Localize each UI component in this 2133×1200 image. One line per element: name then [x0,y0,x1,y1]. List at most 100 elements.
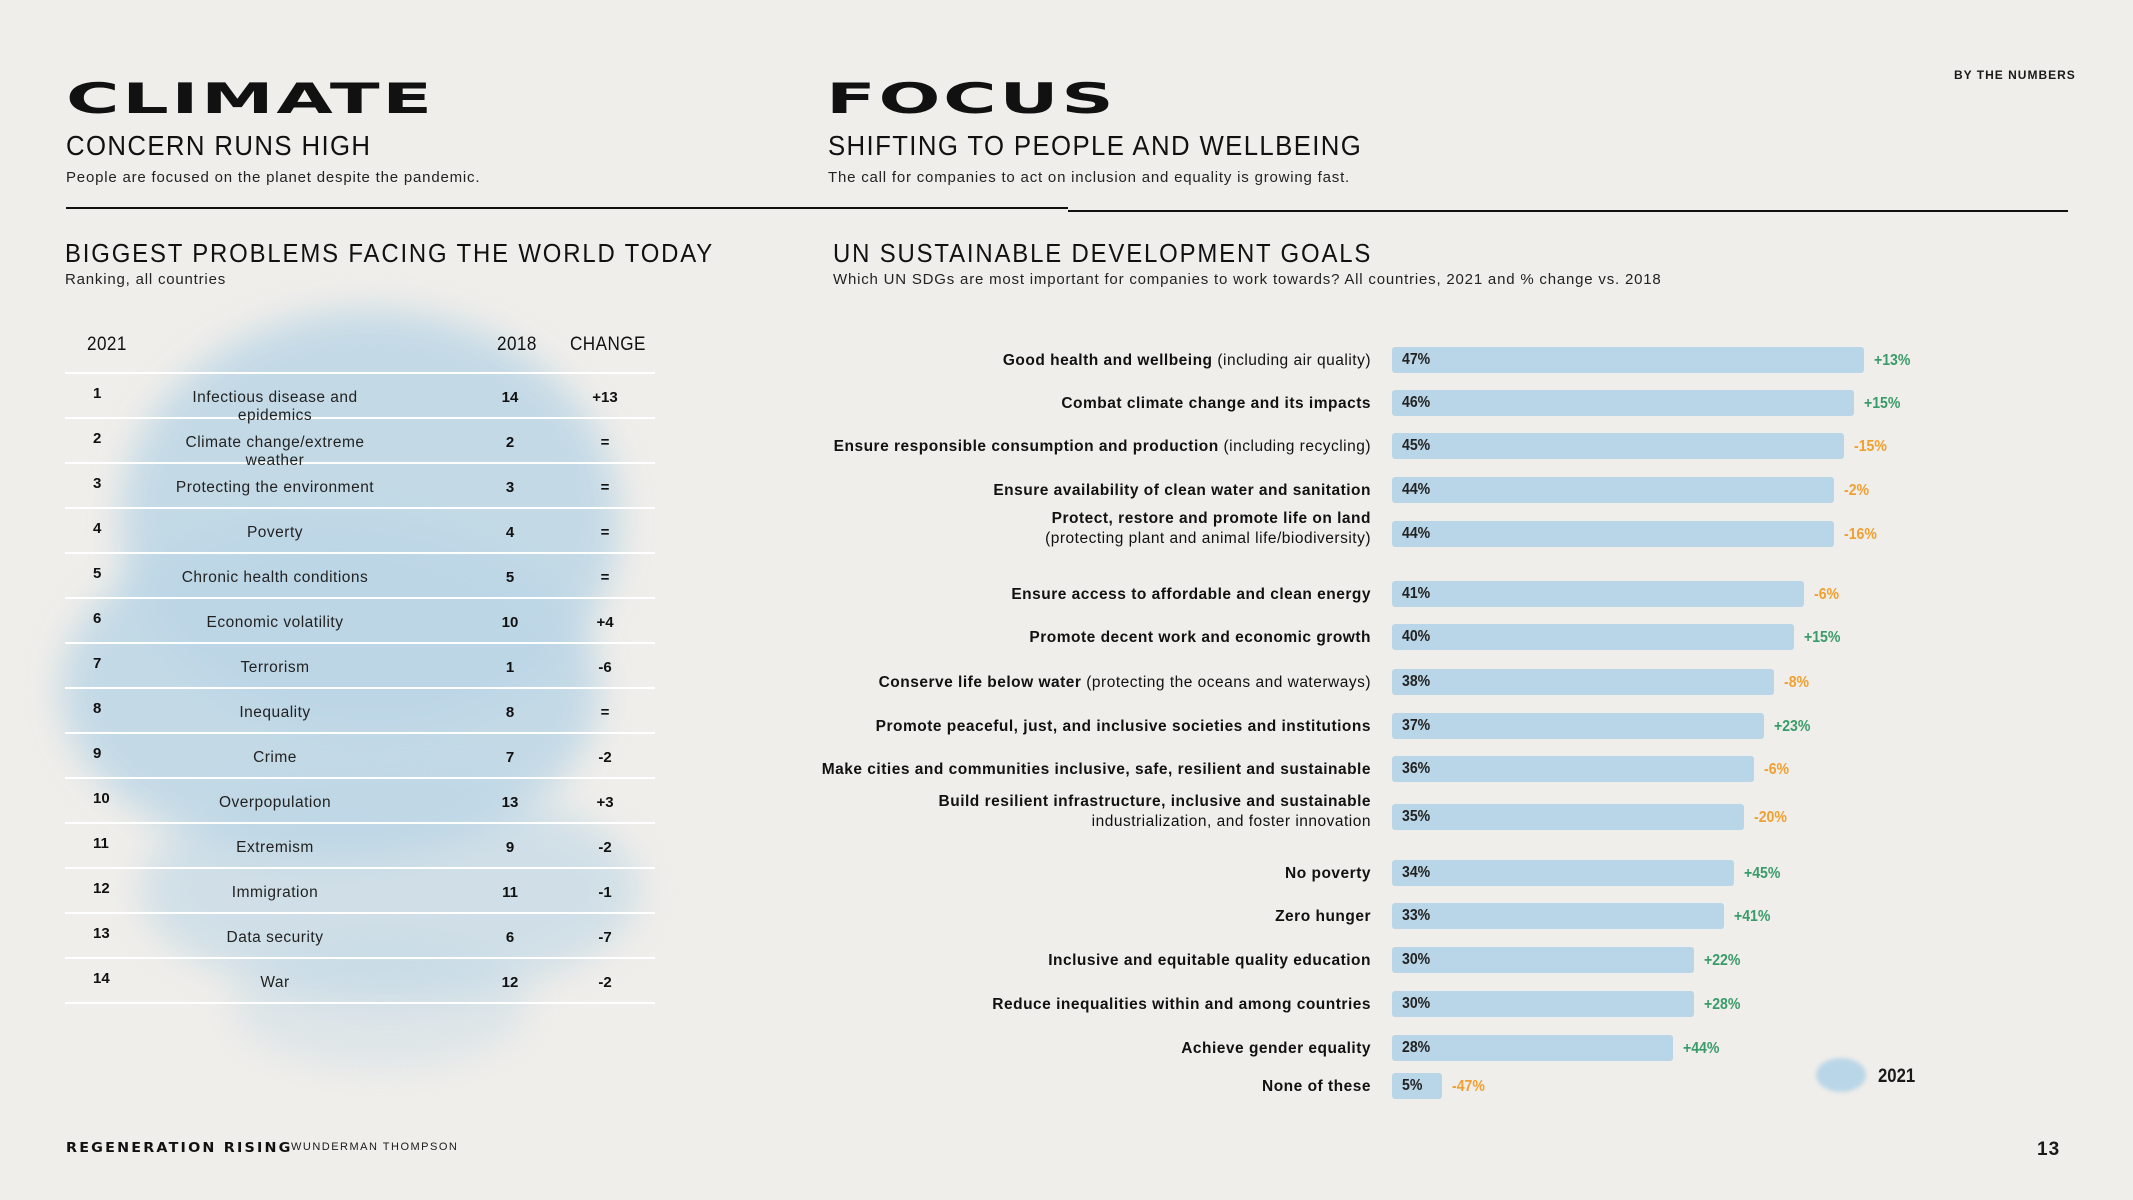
rank-2018-cell: 5 [505,569,515,586]
focus-subtitle: SHIFTING TO PEOPLE AND WELLBEING [828,130,1363,161]
sdg-goal-label: Good health and wellbeing (including air… [811,351,1371,371]
sdg-goal-label: Combat climate change and its impacts [811,394,1371,414]
table-row: 2 Climate change/extreme weather 2 = [65,420,655,469]
sdg-change-label: +45% [1743,865,1781,882]
problem-name-cell: Protecting the environment [175,479,375,496]
sdg-bar [1392,477,1835,503]
sdg-goal-name: Inclusive and equitable quality educatio… [1048,952,1371,969]
rank-cell: 3 [93,475,102,492]
sdg-value-label: 28% [1402,1039,1431,1056]
legend-swatch [1816,1058,1866,1092]
sdg-value-label: 44% [1402,481,1431,498]
header-divider-right [1068,210,2068,212]
rank-2018-cell: 14 [501,389,519,406]
problem-name-cell: Terrorism [240,659,310,676]
sdg-goal-name: Ensure availability of clean water and s… [993,482,1371,499]
sdg-change-label: +41% [1733,908,1771,925]
rank-2018-cell: 2 [505,434,515,451]
sdg-goal-label: Ensure availability of clean water and s… [811,481,1371,501]
change-cell: -1 [598,884,612,901]
sdg-goal-name: Zero hunger [1275,908,1371,925]
sdg-change-label: +22% [1703,952,1740,969]
sdg-bar [1392,669,1774,695]
table-row: 11 Extremism 9 -2 [65,825,655,869]
sdg-goal-name: Reduce inequalities within and among cou… [992,996,1371,1013]
footer-company: WUNDERMAN THOMPSON [291,1141,459,1153]
sdg-value-label: 38% [1402,673,1431,690]
table-row: 6 Economic volatility 10 +4 [65,600,655,644]
sdg-goal-name: Protect, restore and promote life on lan… [1051,510,1371,527]
change-cell: -6 [598,659,612,676]
sdg-bar [1392,1035,1674,1061]
problem-name-cell: Extremism [236,839,314,856]
rank-2018-cell: 13 [501,794,519,811]
change-cell: = [600,434,610,451]
sdg-value-label: 5% [1402,1077,1423,1094]
sdg-goal-name: Build resilient infrastructure, inclusiv… [938,793,1371,810]
sdg-value-label: 33% [1402,907,1431,924]
table-header: 2021 2018 CHANGE [65,330,655,374]
rank-cell: 6 [93,610,102,627]
change-cell: -2 [598,749,612,766]
sdg-change-label: -47% [1452,1078,1486,1095]
sdg-bar [1392,1073,1443,1099]
sdg-goal-name: Promote peaceful, just, and inclusive so… [875,718,1371,735]
problem-name-cell: Infectious disease and epidemics [192,389,358,424]
sdg-goal-label: Make cities and communities inclusive, s… [811,760,1371,780]
sdg-bar [1392,947,1694,973]
problem-name-cell: Overpopulation [218,794,332,811]
table-row: 9 Crime 7 -2 [65,735,655,779]
sdg-goal-name: Promote decent work and economic growth [1029,629,1371,646]
sdg-change-label: -15% [1854,438,1888,455]
rank-2018-cell: 1 [505,659,515,676]
col-change: CHANGE [570,334,646,355]
sdg-goal-label: Ensure access to affordable and clean en… [811,585,1371,605]
focus-description: The call for companies to act on inclusi… [828,169,1351,186]
table-row: 14 War 12 -2 [65,960,655,1004]
rank-2018-cell: 4 [505,524,515,541]
change-cell: -2 [598,974,612,991]
rank-cell: 2 [93,430,102,447]
footer-brand: REGENERATION RISING [66,1141,293,1156]
rank-2018-cell: 12 [501,974,519,991]
rank-cell: 11 [93,835,109,852]
table-row: 12 Immigration 11 -1 [65,870,655,914]
table-row: 13 Data security 6 -7 [65,915,655,959]
rank-cell: 9 [93,745,102,762]
by-the-numbers-tag: BY THE NUMBERS [1954,68,2076,82]
sdg-goal-label: None of these [811,1077,1371,1097]
sdg-value-label: 35% [1402,808,1431,825]
sdg-value-label: 41% [1402,585,1431,602]
table-row: 3 Protecting the environment 3 = [65,465,655,509]
sdg-goal-label: Protect, restore and promote life on lan… [811,509,1371,549]
sdg-goal-label: Promote decent work and economic growth [811,628,1371,648]
sdg-bar [1392,521,1835,547]
focus-title: FOCUS [826,74,1117,124]
sdg-value-label: 36% [1402,760,1431,777]
sdg-change-label: +13% [1874,352,1911,369]
sdg-goal-label: Reduce inequalities within and among cou… [811,995,1371,1015]
change-cell: = [600,524,610,541]
rank-2018-cell: 3 [505,479,515,496]
sdg-change-label: +15% [1864,395,1901,412]
sdg-goal-name: Combat climate change and its impacts [1061,395,1371,412]
rank-cell: 14 [93,970,110,987]
sdg-bar [1392,804,1744,830]
sdg-value-label: 46% [1402,394,1431,411]
sdg-change-label: +15% [1804,629,1841,646]
sdg-value-label: 30% [1402,951,1431,968]
rank-cell: 13 [93,925,110,942]
sdg-bar [1392,390,1855,416]
sdg-value-label: 30% [1402,995,1431,1012]
rank-cell: 12 [93,880,110,897]
sdg-goal-detail: (protecting plant and animal life/biodiv… [1045,530,1371,547]
change-cell: -7 [598,929,612,946]
sdg-goal-name: Conserve life below water [878,674,1082,691]
sdg-goal-name: None of these [1262,1078,1371,1095]
problems-title: BIGGEST PROBLEMS FACING THE WORLD TODAY [65,238,715,268]
change-cell: +3 [596,794,614,811]
sdg-goal-label: Zero hunger [811,907,1371,927]
sdg-bar [1392,624,1794,650]
sdg-change-label: -2% [1844,482,1870,499]
sdg-change-label: -20% [1753,809,1787,826]
